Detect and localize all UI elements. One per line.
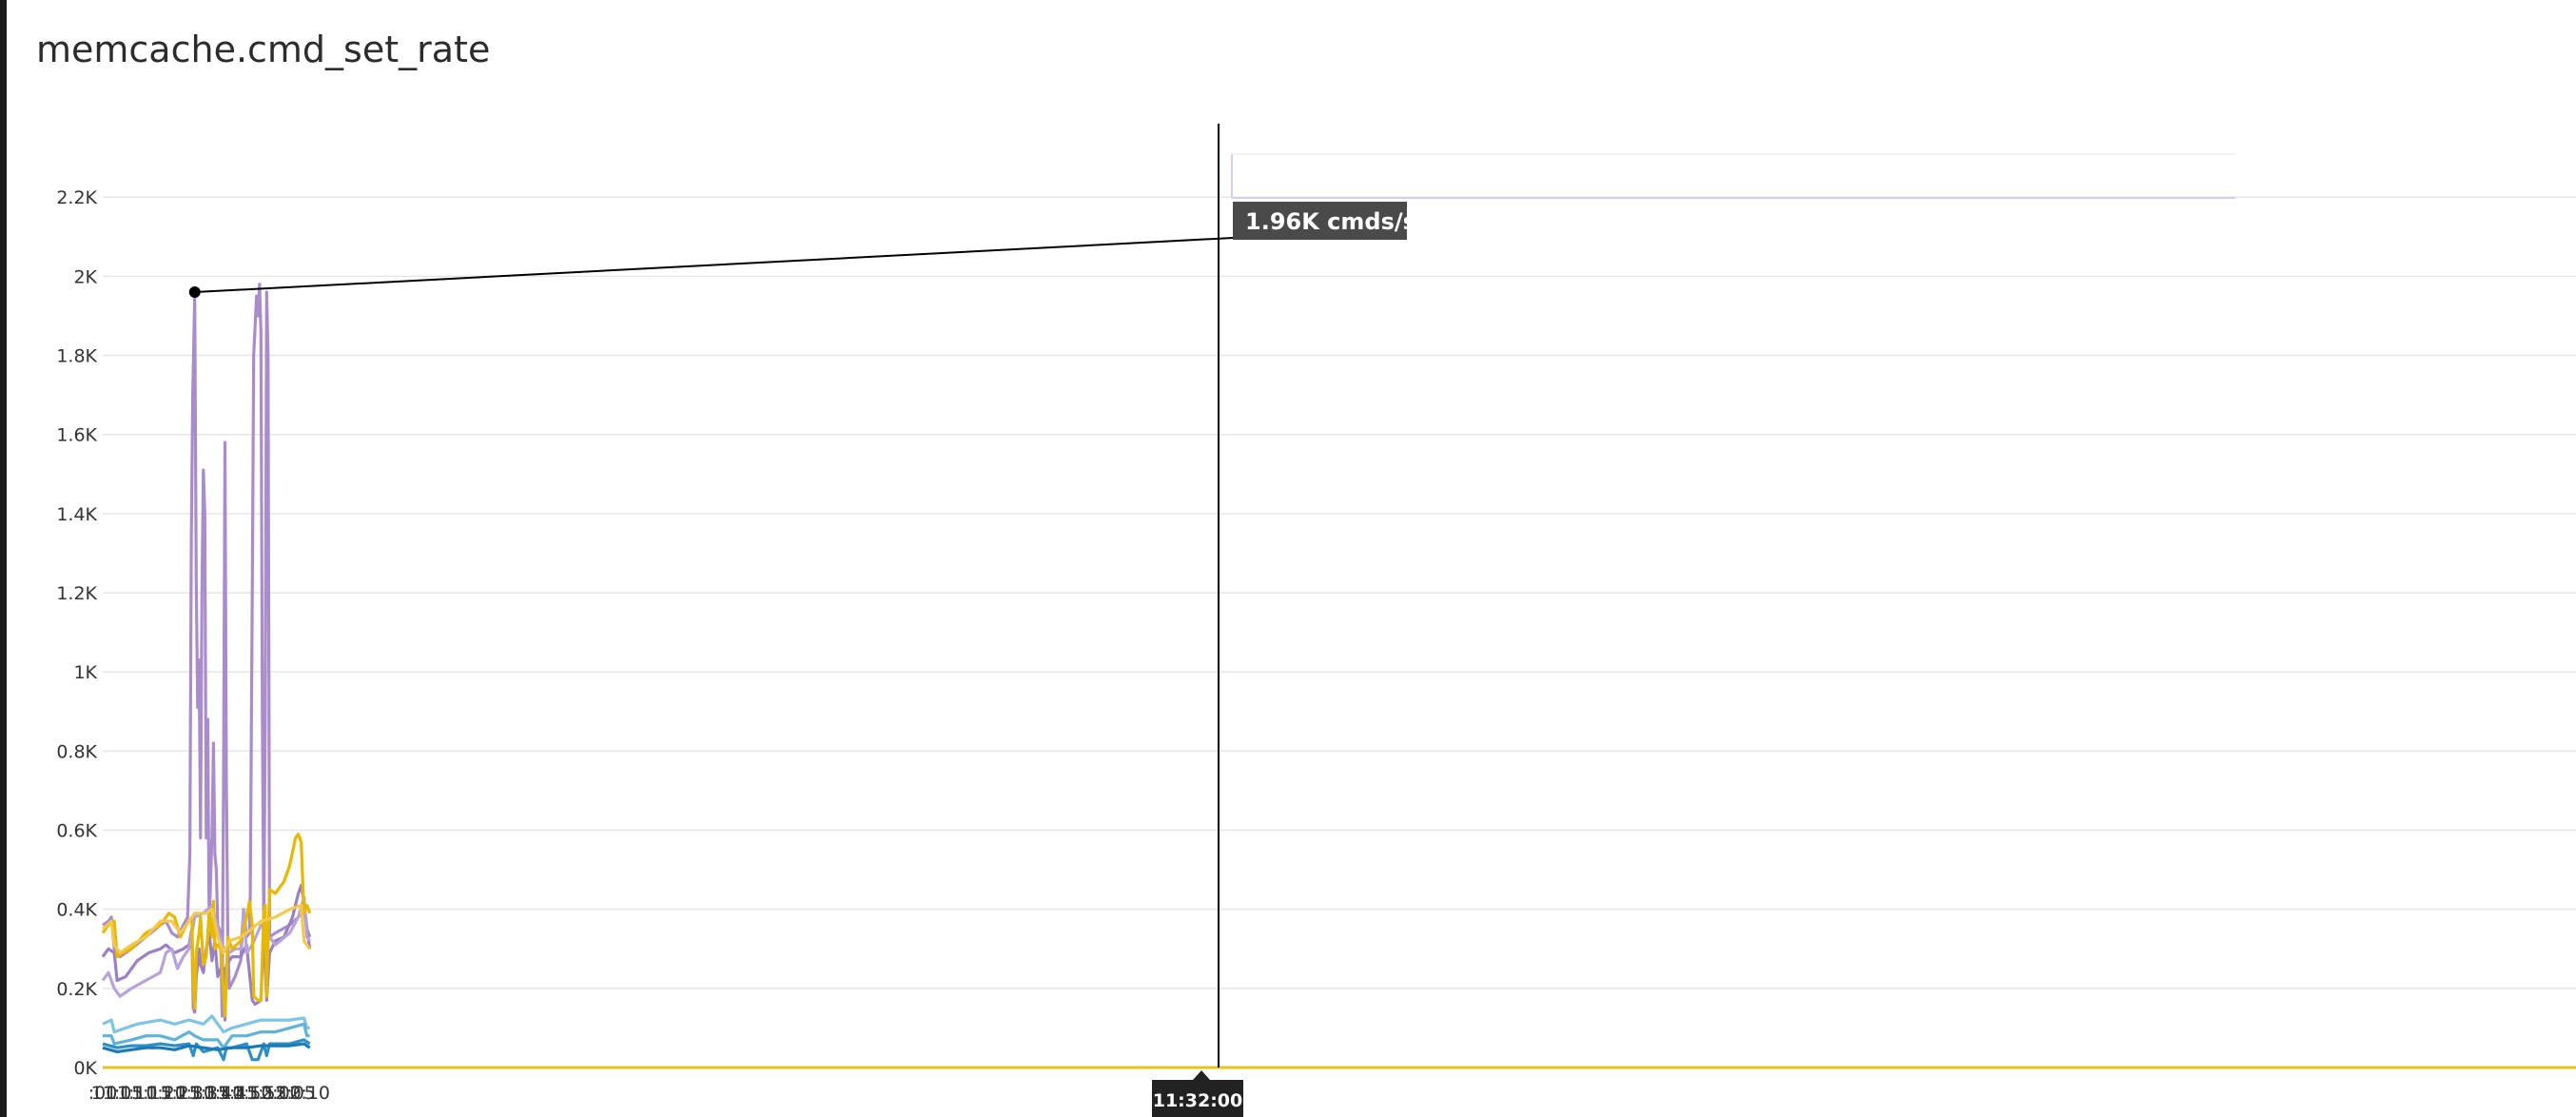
- x-tick-label: 11:55: [235, 1083, 287, 1104]
- x-tick-label: 11:35: [177, 1083, 229, 1104]
- tooltip-leader: [194, 237, 1234, 294]
- panel-left-border: [0, 0, 7, 1117]
- hover-point: [188, 286, 201, 299]
- x-tick-label: 12:10: [278, 1083, 330, 1104]
- y-tick-label: 0.4K: [56, 900, 97, 921]
- x-tick-label: 11:25: [148, 1083, 201, 1104]
- y-tick-label: 1.2K: [56, 583, 97, 604]
- x-tick-label: 12:00: [249, 1083, 302, 1104]
- tooltip-box: [1233, 202, 1407, 240]
- x-tick-label: 11:15: [120, 1083, 172, 1104]
- y-tick-label: 0.6K: [56, 821, 97, 842]
- y-tick-label: 1K: [73, 662, 97, 683]
- y-tick-label: 0.8K: [56, 741, 97, 762]
- widget-title: memcache.cmd_set_rate: [36, 29, 491, 70]
- x-tick-label: 11:20: [134, 1083, 186, 1104]
- hover-overlay: 1.96K cmds/s 11:32:00: [188, 124, 2235, 1117]
- x-axis: :0011:0511:1011:1511:2011:2511:3011:3511…: [88, 1066, 2576, 1104]
- y-tick-label: 0K: [73, 1058, 97, 1079]
- time-cursor-label-pointer: [1193, 1070, 1210, 1080]
- series-lines[interactable]: [101, 283, 312, 1062]
- series-line-6[interactable]: [102, 1014, 310, 1034]
- x-tick-label: 11:50: [221, 1083, 273, 1104]
- y-tick-label: 1.8K: [56, 346, 97, 367]
- y-tick-label: 1.6K: [56, 425, 97, 446]
- series-line-8[interactable]: [102, 1038, 311, 1062]
- time-cursor-label: 11:32:00: [1153, 1090, 1243, 1111]
- x-tick-label: 11:45: [206, 1083, 259, 1104]
- x-tick-label: :00: [88, 1083, 118, 1104]
- y-axis: 0K 0.2K 0.4K 0.6K 0.8K 1K 1.2K 1.4K 1.6K 1.8K 2K 2.…: [56, 187, 97, 1079]
- grid-lines: [103, 196, 2576, 990]
- series-line-4[interactable]: [101, 833, 312, 1018]
- x-tick-label: 11:05: [91, 1083, 144, 1104]
- y-tick-label: 0.2K: [56, 979, 97, 1000]
- series-line-5[interactable]: [101, 903, 311, 955]
- series-line-9[interactable]: [102, 1042, 311, 1054]
- x-tick-label: 11:40: [192, 1083, 244, 1104]
- x-tick-label: 11:30: [163, 1083, 215, 1104]
- y-tick-label: 1.4K: [56, 504, 97, 525]
- y-tick-label: 2.2K: [56, 187, 97, 208]
- tooltip-value: 1.96K cmds/s: [1245, 208, 1416, 235]
- time-cursor-label-box: [1152, 1080, 1243, 1117]
- x-tick-label: 12:05: [263, 1083, 316, 1104]
- x-tick-label: 11:10: [106, 1083, 158, 1104]
- series-line-2[interactable]: [101, 884, 312, 1022]
- series-line-1[interactable]: [102, 283, 312, 1018]
- y-tick-label: 2K: [73, 266, 97, 287]
- series-line-7[interactable]: [103, 1022, 310, 1049]
